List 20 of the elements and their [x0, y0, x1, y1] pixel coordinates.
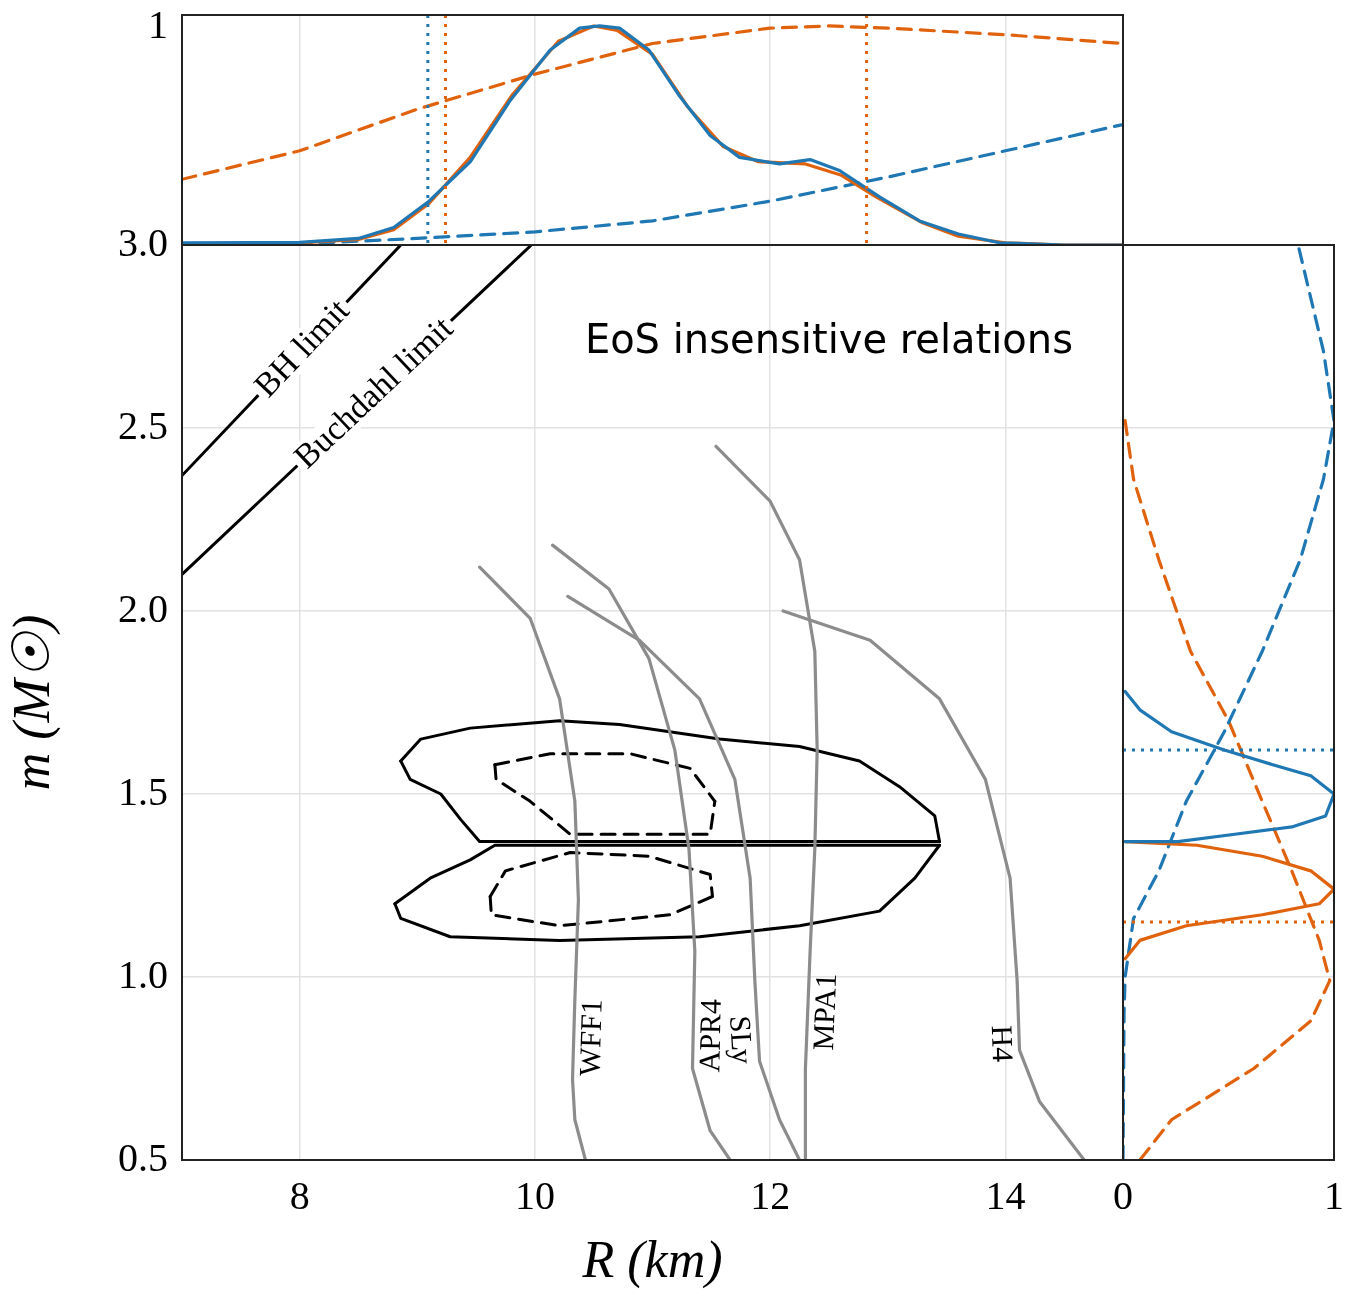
text: MPA1: [806, 972, 843, 1052]
text: WFF1: [572, 998, 608, 1077]
x-tick-label: 0: [1113, 1172, 1133, 1218]
y-tick-label: 3.0: [118, 219, 168, 265]
x-axis-title: R (km): [581, 1231, 723, 1290]
x-tick-label: 14: [985, 1172, 1026, 1218]
text: H4: [985, 1024, 1020, 1063]
annotation: EoS insensitive relations: [584, 316, 1073, 363]
y-tick-label: 2.0: [118, 585, 168, 631]
y-tick-label: 2.5: [118, 402, 168, 448]
x-tick-label: 1: [1324, 1172, 1344, 1218]
x-tick-label: 8: [289, 1172, 310, 1218]
y-tick-label: 0.5: [118, 1134, 168, 1180]
y-tick-label: 1.5: [118, 768, 168, 814]
y-axis-title: m (M☉): [2, 614, 61, 791]
y-tick-label: 1.0: [118, 951, 168, 997]
x-tick-label: 12: [750, 1172, 791, 1218]
x-tick-label: 10: [514, 1172, 555, 1218]
text: SLy: [724, 1014, 760, 1065]
text: 1: [148, 1, 168, 47]
